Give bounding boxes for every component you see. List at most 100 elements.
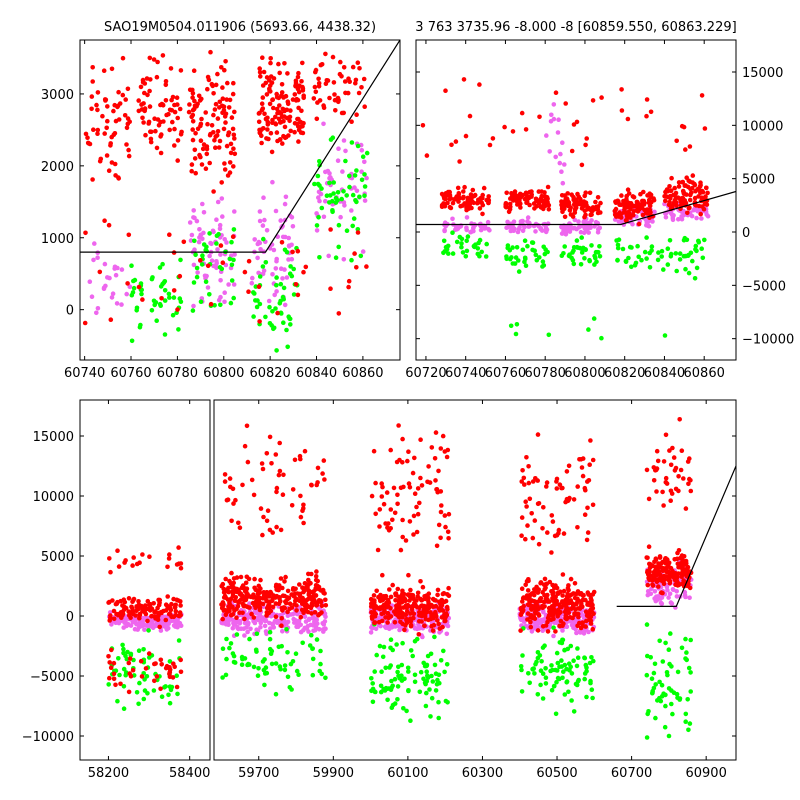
top-left-point-red [97,269,103,275]
top-left-point-green [327,200,332,205]
bottom-point-red [676,474,681,479]
bottom-point-green [256,666,261,671]
top-left-point-green [171,295,177,300]
bottom-point-green [432,662,438,668]
bottom-point-red [565,586,571,591]
top-right-point-red [573,206,578,211]
bottom-point-red [553,629,558,634]
bottom-point-red [369,616,375,621]
bottom-point-red [434,614,439,619]
bottom-point-red [111,616,117,622]
bottom-point-green [267,636,273,642]
bottom-point-red [584,537,590,543]
bottom-point-green [441,648,446,654]
top-right-xtick-label: 60860 [684,366,725,381]
top-left-point-green [207,292,212,297]
bottom-point-red [118,598,123,604]
bottom-point-red [274,524,279,530]
bottom-point-red [547,579,553,585]
top-left-point-violet [215,199,221,205]
bottom-point-red [409,604,415,609]
bottom-point-red [585,590,591,595]
bottom-point-red [155,605,160,611]
top-right-point-red [519,110,525,116]
top-left-point-green [162,298,168,303]
bottom-ytick-label: 5000 [41,550,74,565]
top-left-point-green [154,318,159,324]
top-left-point-red [357,66,362,71]
top-left-point-violet [119,302,124,307]
top-right-point-violet [644,219,650,225]
bottom-point-red [111,671,117,677]
bottom-point-red [394,459,400,465]
top-right-point-red [668,188,674,193]
top-left-point-violet [256,239,262,245]
top-right-point-red [449,142,454,148]
top-left-point-red [89,106,94,112]
bottom-point-green [428,714,433,719]
top-left-point-green [287,271,293,277]
top-left-point-red [151,57,157,62]
bottom-point-green [666,686,672,691]
bottom-point-green [554,679,559,685]
top-right-point-red [619,193,624,198]
top-left-point-violet [187,220,193,225]
bottom-point-green [651,670,657,676]
bottom-point-red [277,595,282,600]
top-right-point-red [626,214,632,220]
top-left-point-red [199,162,205,167]
top-right-point-violet [630,221,635,227]
top-right-point-violet [576,225,582,230]
top-left-point-red [190,112,196,118]
bottom-point-green [582,676,587,682]
bottom-point-violet [311,623,316,628]
top-left-point-red [295,74,301,80]
top-right-point-red [553,90,559,95]
top-right-point-green [529,240,535,245]
bottom-point-violet [245,629,250,635]
top-left-point-violet [362,159,367,165]
bottom-point-red [580,473,586,479]
bottom-point-red [590,592,596,597]
bottom-point-red [561,588,567,594]
top-right-point-violet [592,224,597,229]
bottom-point-green [539,659,544,664]
top-left-point-red [300,130,306,136]
bottom-point-red [388,447,394,453]
bottom-point-red [300,595,305,601]
top-left-point-red [256,111,262,116]
top-right-point-red [509,194,515,200]
top-left-point-green [324,193,330,198]
bottom-point-violet [301,628,306,633]
bottom-point-red [140,552,145,557]
bottom-point-green [284,627,289,632]
bottom-point-green [282,663,288,668]
top-left-point-red [278,120,283,125]
bottom-point-red [653,577,658,582]
bottom-point-red [376,619,382,625]
top-right-point-red [541,206,546,212]
top-left-point-red [155,59,160,65]
top-right-point-red [582,193,587,199]
bottom-point-green [652,661,658,667]
bottom-point-red [249,611,254,617]
top-right-point-violet [567,221,572,226]
bottom-point-red [229,604,235,610]
top-left-point-red [264,92,270,97]
top-left-point-green [158,303,163,309]
top-left-points [82,49,370,353]
top-right-point-red [536,200,542,206]
bottom-point-red [417,500,422,506]
bottom-point-red [679,448,685,454]
top-right-point-red [545,196,550,201]
top-left-point-red [97,158,103,164]
top-right-point-green [647,265,653,270]
bottom-point-green [548,668,553,674]
bottom-point-violet [303,619,309,624]
top-left-point-violet [220,214,225,219]
top-left-point-green [131,278,136,284]
bottom-point-red [647,569,652,574]
bottom-point-red [551,616,556,622]
bottom-point-green [147,655,152,660]
bottom-point-red [278,576,284,581]
